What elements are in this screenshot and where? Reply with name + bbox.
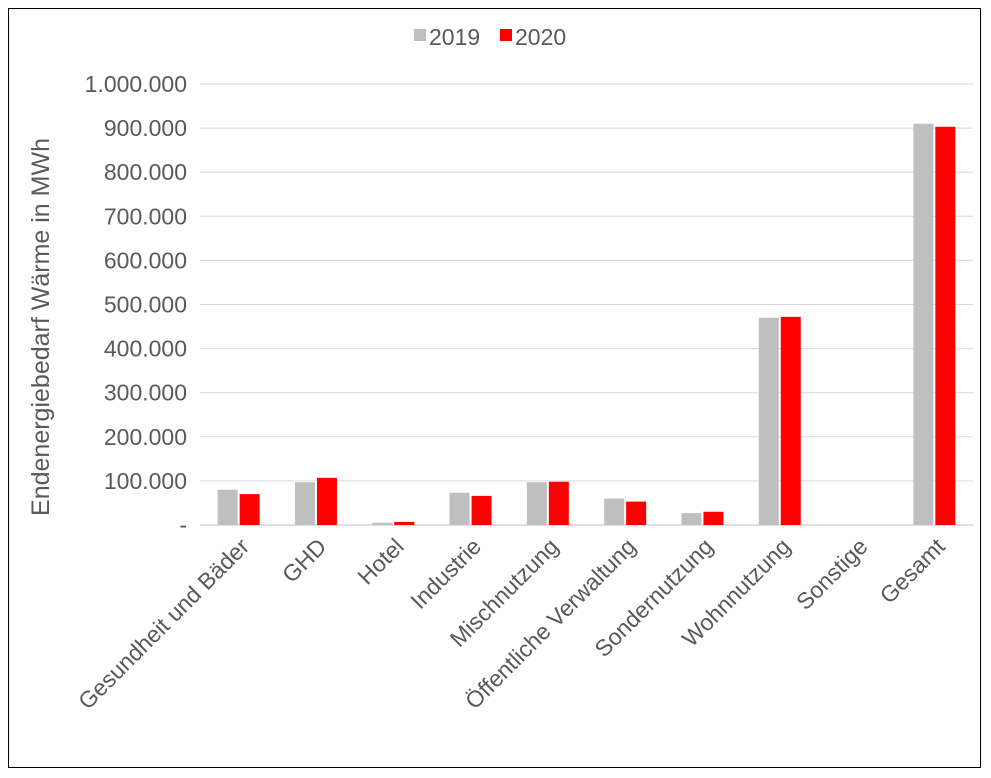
- bar-2020: [703, 511, 724, 525]
- bar-2020: [471, 495, 492, 525]
- bar-2020: [780, 316, 801, 525]
- bar-2019: [526, 482, 547, 525]
- legend-label: 2020: [515, 24, 566, 50]
- bar-2020: [316, 477, 337, 525]
- chart-frame: [8, 8, 981, 768]
- bar-2019: [913, 123, 934, 525]
- bar-2020: [935, 126, 956, 525]
- y-tick-label: 800.000: [104, 159, 187, 185]
- x-tick-label: Hotel: [352, 533, 408, 589]
- y-tick-label: 1.000.000: [85, 71, 187, 97]
- legend-swatch: [500, 29, 512, 41]
- bar-2019: [217, 489, 238, 525]
- bar-2020: [548, 481, 569, 525]
- y-tick-label: 500.000: [104, 292, 187, 318]
- y-axis-label: Endenergiebedarf Wärme in MWh: [27, 138, 55, 516]
- y-tick-label: 300.000: [104, 380, 187, 406]
- y-tick-labels: - 100.000 200.000 300.000 400.000 500.000 600.…: [85, 71, 187, 538]
- legend-label: 2019: [429, 24, 480, 50]
- bar-2020: [626, 501, 647, 525]
- x-tick-label: Industrie: [405, 533, 486, 614]
- bar-2019: [758, 317, 779, 525]
- y-tick-label: 200.000: [104, 424, 187, 450]
- bar-2019: [604, 498, 625, 525]
- y-tick-label: 700.000: [104, 203, 187, 229]
- x-tick-label: Gesundheit und Bäder: [73, 533, 254, 714]
- x-tick-label: Sonstige: [791, 533, 873, 615]
- x-tick-labels: Gesundheit und Bäder GHD HotelIndustrieMis…: [73, 533, 950, 715]
- y-tick-label: 100.000: [104, 468, 187, 494]
- bar-2019: [294, 482, 315, 525]
- legend-swatch: [414, 29, 426, 41]
- y-tick-label: 600.000: [104, 247, 187, 273]
- legend: 2019 2020: [414, 24, 566, 50]
- gridlines: [200, 83, 973, 526]
- bar-2020: [394, 521, 415, 525]
- bars: [217, 123, 956, 525]
- y-tick-label: -: [179, 512, 187, 538]
- y-tick-label: 900.000: [104, 115, 187, 141]
- bar-2019: [449, 492, 470, 525]
- bar-2019: [681, 513, 702, 525]
- x-tick-label: GHD: [277, 533, 332, 588]
- bar-2020: [239, 494, 260, 525]
- x-tick-label: Gesamt: [875, 533, 951, 609]
- bar-2019: [372, 522, 393, 525]
- y-tick-label: 400.000: [104, 336, 187, 362]
